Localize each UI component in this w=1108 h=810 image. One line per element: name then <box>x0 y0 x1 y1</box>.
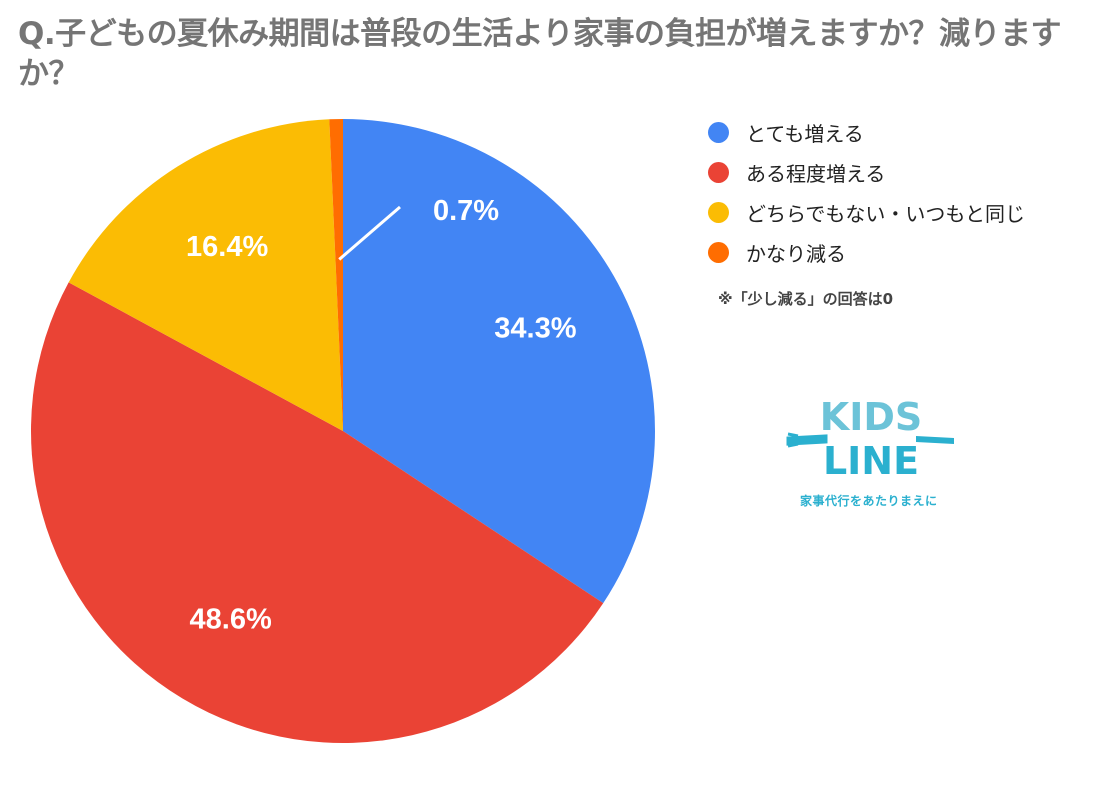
legend: とても増える ある程度増える どちらでもない・いつもと同じ かなり減る <box>708 112 1025 272</box>
legend-label: どちらでもない・いつもと同じ <box>746 201 1025 226</box>
footnote: ※「少し減る」の回答は0 <box>718 290 894 308</box>
legend-swatch-icon <box>708 161 729 183</box>
legend-item: どちらでもない・いつもと同じ <box>708 192 1025 232</box>
legend-label: とても増える <box>746 121 864 146</box>
legend-swatch-icon <box>708 121 729 143</box>
logo-tagline: 家事代行をあたりまえに <box>800 494 938 508</box>
slice-label: 34.3% <box>494 313 576 345</box>
legend-label: かなり減る <box>746 241 846 266</box>
slice-label: 48.6% <box>190 603 272 635</box>
pie-slice <box>343 119 655 604</box>
legend-item: かなり減る <box>708 232 1025 272</box>
pie-slice <box>30 282 604 744</box>
pie-slice <box>68 119 343 431</box>
legend-label: ある程度増える <box>746 161 886 186</box>
slice-label: 0.7% <box>433 195 499 227</box>
logo-line: LINE <box>823 439 919 483</box>
legend-item: とても増える <box>708 112 1025 152</box>
chart-title: Q.子どもの夏休み期間は普段の生活より家事の負担が増えますか？減りますか？ <box>18 16 1062 92</box>
legend-swatch-icon <box>708 241 729 263</box>
pie-slice <box>329 119 343 431</box>
legend-swatch-icon <box>708 201 729 223</box>
logo-kids: KIDS <box>820 395 923 439</box>
kidsline-logo: KIDS LINE <box>786 395 954 483</box>
legend-item: ある程度増える <box>708 152 1025 192</box>
slice-label: 16.4% <box>186 231 268 263</box>
